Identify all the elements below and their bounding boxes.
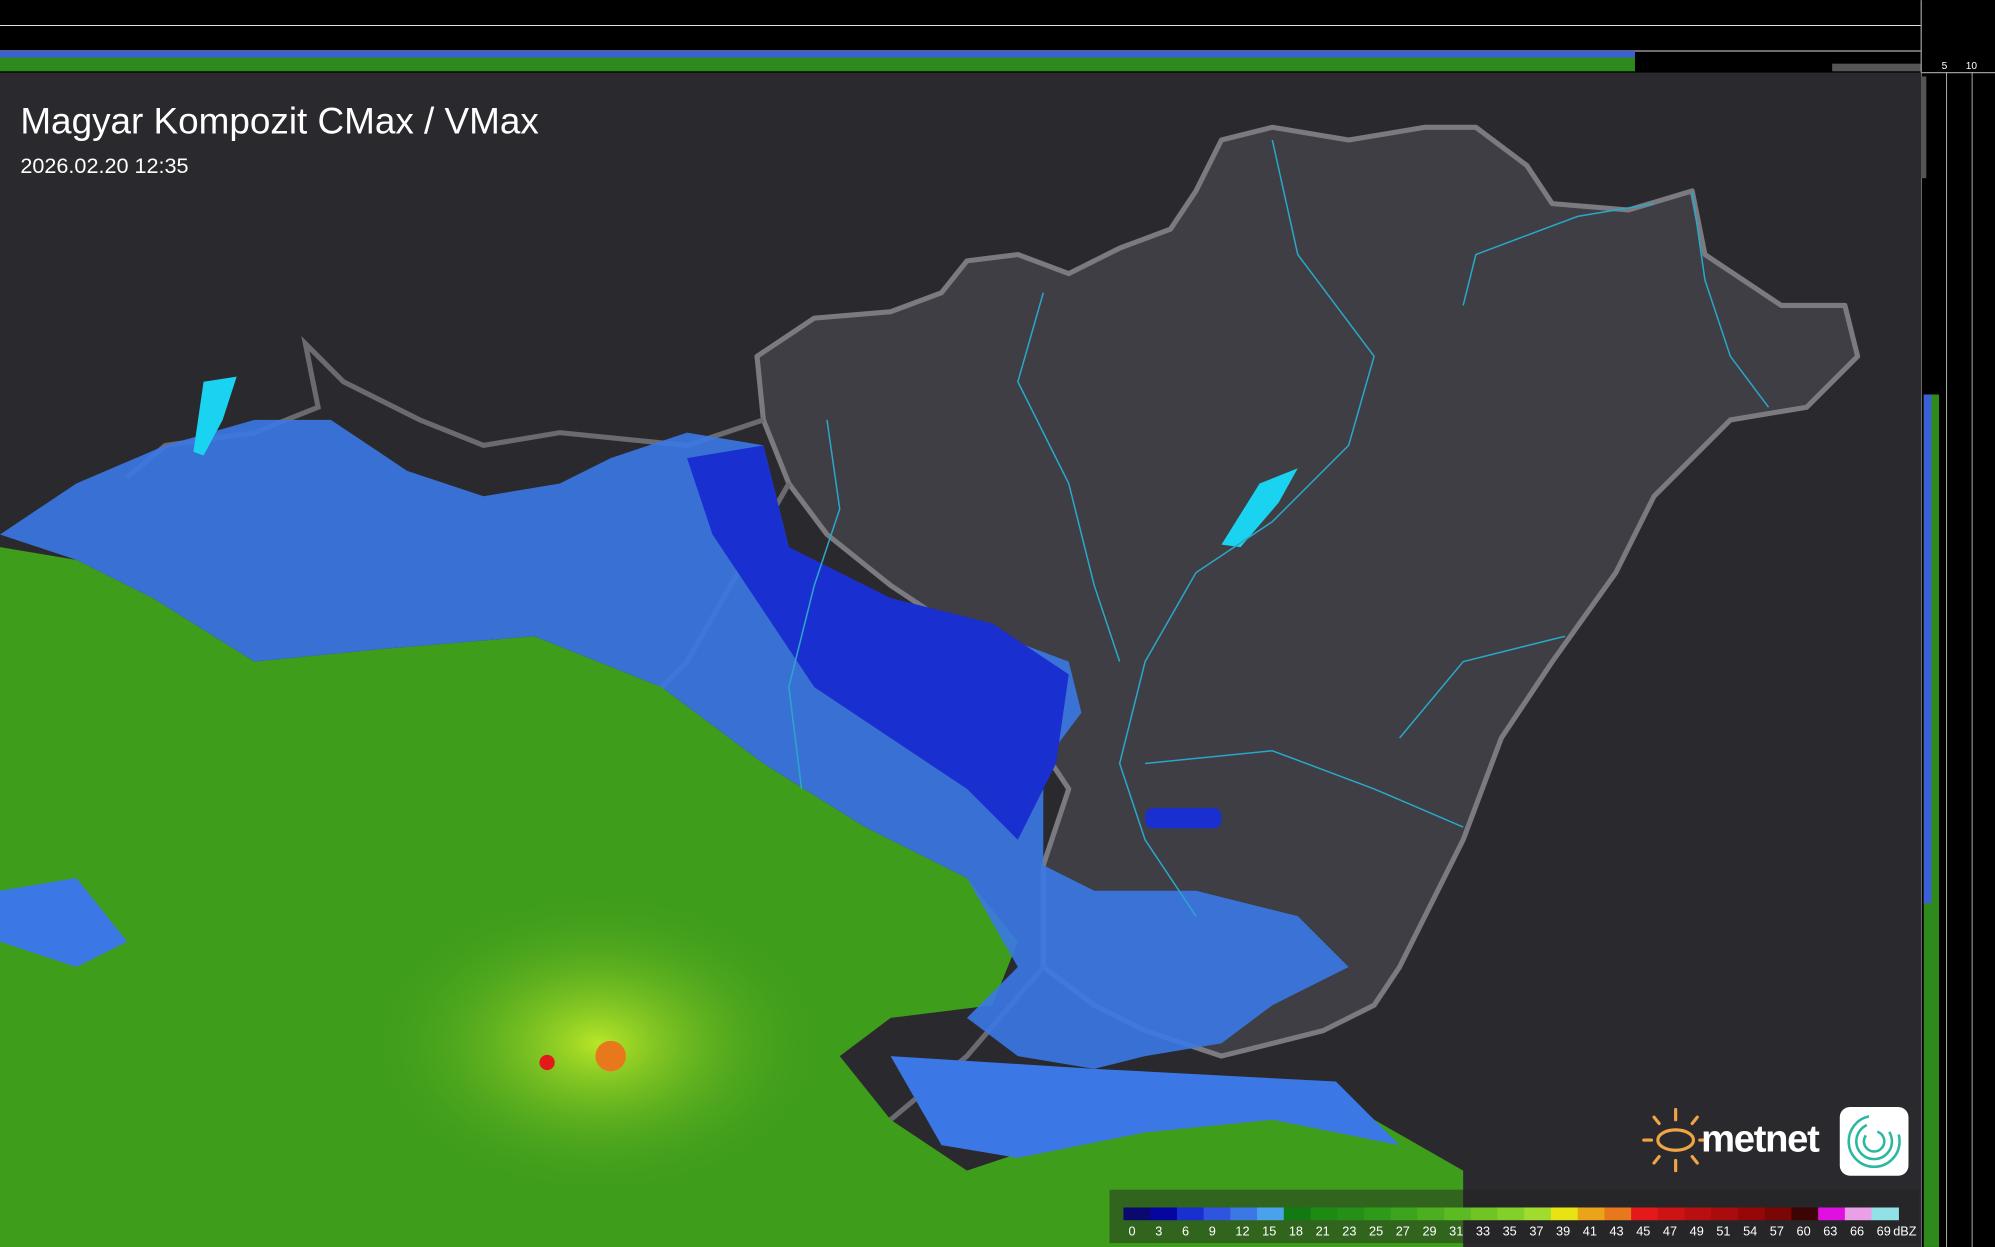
right-tick-5: 5	[1942, 61, 1948, 72]
legend-swatch	[1764, 1207, 1793, 1221]
legend-swatch	[1711, 1207, 1739, 1221]
legend-swatch	[1176, 1207, 1205, 1221]
legend-swatch	[1604, 1207, 1632, 1221]
legend-label: 51	[1716, 1223, 1730, 1238]
legend-swatch	[1310, 1207, 1338, 1221]
legend-label: 43	[1609, 1223, 1623, 1238]
legend-swatch	[1684, 1207, 1712, 1221]
legend-label: 57	[1770, 1223, 1784, 1238]
legend-label: 41	[1583, 1223, 1597, 1238]
legend-swatch	[1550, 1207, 1579, 1221]
legend-label: 29	[1422, 1223, 1436, 1238]
legend-label: 69	[1877, 1223, 1891, 1238]
map-title: Magyar Kompozit CMax / VMax	[20, 101, 539, 142]
legend-swatch	[1657, 1207, 1686, 1221]
legend-swatch	[1871, 1207, 1899, 1221]
dbz-legend: 0 3 6 9 12 15 18 21 23 25 27 29 31 33 35 37 39 41 43 45 47 49…	[1109, 1189, 1919, 1244]
legend-label: 18	[1289, 1223, 1303, 1238]
legend-swatch	[1390, 1207, 1419, 1221]
legend-swatch	[1417, 1207, 1445, 1221]
map-timestamp: 2026.02.20 12:35	[20, 153, 188, 178]
legend-label: 0	[1129, 1223, 1136, 1238]
legend-swatch	[1123, 1207, 1151, 1221]
legend-swatch	[1470, 1207, 1499, 1221]
legend-unit: dBZ	[1893, 1223, 1917, 1238]
legend-swatch	[1497, 1207, 1525, 1221]
spiral-logo-icon	[1847, 1114, 1901, 1169]
legend-label: 3	[1155, 1223, 1162, 1238]
lake-balaton	[1221, 468, 1298, 548]
legend-swatch	[1203, 1207, 1231, 1221]
legend-swatch	[1577, 1207, 1606, 1221]
radar-echo-blue	[0, 419, 1349, 1069]
logo-text: metnet	[1701, 1118, 1820, 1161]
legend-swatch	[1791, 1207, 1819, 1221]
legend-label: 6	[1182, 1223, 1189, 1238]
legend-swatch	[1363, 1207, 1392, 1221]
legend-label: 54	[1743, 1223, 1757, 1238]
legend-swatch	[1257, 1207, 1285, 1221]
rivers	[788, 139, 1770, 917]
legend-label: 27	[1396, 1223, 1410, 1238]
legend-swatch	[1737, 1207, 1766, 1221]
legend-label: 12	[1235, 1223, 1249, 1238]
legend-swatch	[1844, 1207, 1873, 1221]
legend-swatch	[1150, 1207, 1178, 1221]
legend-label: 63	[1823, 1223, 1837, 1238]
legend-label: 33	[1476, 1223, 1490, 1238]
right-tick-10: 10	[1966, 61, 1978, 72]
legend-swatch	[1818, 1207, 1846, 1221]
metnet-logo: metnet	[1642, 1106, 1909, 1176]
legend-label: 25	[1369, 1223, 1383, 1238]
legend-label: 47	[1663, 1223, 1677, 1238]
legend-label: 23	[1342, 1223, 1356, 1238]
legend-label: 66	[1850, 1223, 1864, 1238]
sun-icon	[1642, 1107, 1710, 1173]
legend-label: 21	[1316, 1223, 1330, 1238]
legend-label: 31	[1449, 1223, 1463, 1238]
legend-swatch	[1230, 1207, 1258, 1221]
legend-label: 49	[1690, 1223, 1704, 1238]
legend-label: 39	[1556, 1223, 1570, 1238]
legend-label: 9	[1209, 1223, 1216, 1238]
legend-label: 60	[1797, 1223, 1811, 1238]
legend-label: 15	[1262, 1223, 1276, 1238]
legend-label: 37	[1529, 1223, 1543, 1238]
legend-label: 35	[1503, 1223, 1517, 1238]
radar-echo-darkblue	[687, 445, 1069, 840]
legend-swatch	[1283, 1207, 1312, 1221]
legend-swatch	[1337, 1207, 1365, 1221]
legend-label: 45	[1636, 1223, 1650, 1238]
legend-swatch	[1444, 1207, 1472, 1221]
legend-swatch	[1631, 1207, 1659, 1221]
legend-swatch	[1524, 1207, 1552, 1221]
radar-echo-green	[0, 547, 1464, 1247]
lake-neusiedl	[193, 376, 237, 456]
